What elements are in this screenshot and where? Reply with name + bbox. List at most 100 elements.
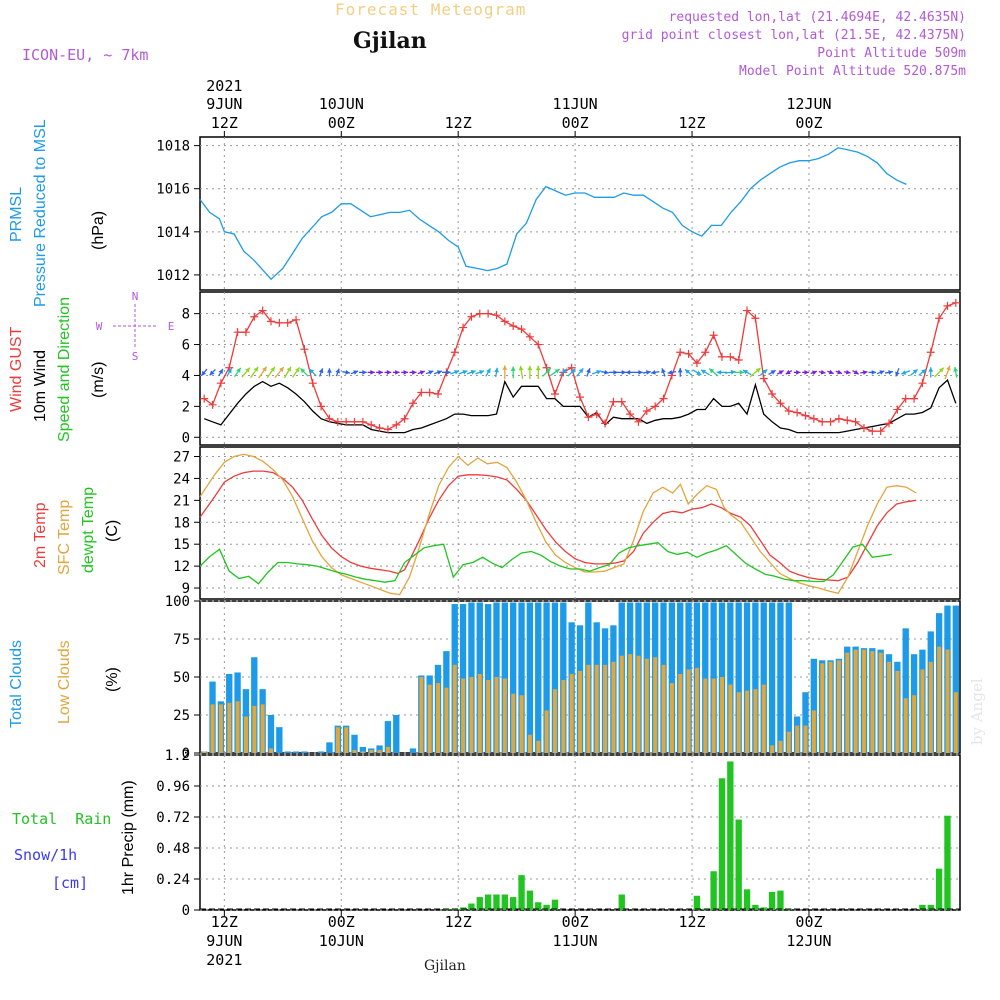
low-clouds-bar (218, 704, 223, 753)
low-clouds-bar (628, 654, 633, 753)
wind-direction-arrow (843, 369, 851, 375)
time-hour-label-bottom: 00Z (795, 913, 822, 931)
wind-direction-arrow (733, 369, 745, 375)
wind-gust-marker (425, 388, 434, 397)
rain-bar (727, 761, 734, 910)
time-date-label-top: 9JUN (206, 95, 242, 113)
low-clouds-bar (344, 727, 349, 753)
pressure-ytick-label: 1018 (156, 139, 190, 155)
wind-direction-arrow (634, 369, 643, 375)
wind-direction-arrow (708, 368, 719, 377)
low-clouds-bar (502, 678, 507, 753)
wind-ytick-label: 6 (182, 338, 190, 354)
wind-direction-arrow (342, 369, 351, 375)
wind-gust-marker (793, 408, 802, 417)
time-hour-label-top: 12Z (679, 114, 706, 132)
time-hour-label-bottom: 00Z (562, 913, 589, 931)
temp-ytick-label: 12 (173, 559, 190, 575)
wind-gust-marker (417, 388, 426, 397)
low-clouds-bar (903, 698, 908, 753)
wind-direction-arrow (384, 369, 392, 375)
wind-gust-marker (358, 417, 367, 426)
wind-gust-marker (601, 419, 610, 428)
wind-direction-arrow (785, 369, 793, 375)
total-clouds-bar (810, 658, 818, 753)
wind-gust-marker (759, 374, 768, 383)
rain-bar (535, 902, 542, 910)
total-clouds-bar (768, 602, 776, 753)
precip-ytick-label: 0.24 (156, 872, 190, 888)
wind-direction-arrow (475, 370, 485, 375)
wind-gust-marker (200, 394, 209, 403)
wind-gust-marker (375, 424, 384, 432)
wind-direction-arrow (433, 370, 443, 375)
wind-direction-arrow (335, 368, 340, 377)
time-year-label-bottom: 2021 (206, 951, 242, 969)
temp-2m-line (199, 470, 917, 582)
temp-ytick-label: 24 (173, 471, 190, 487)
wind-direction-arrow (768, 369, 776, 375)
total-clouds-bar (785, 602, 792, 753)
rain-bar (693, 895, 701, 910)
wind-direction-arrow (884, 370, 894, 375)
pressure-unit: (hPa) (90, 210, 107, 250)
wind-gust-marker (609, 397, 618, 406)
total-clouds-bar (393, 715, 400, 753)
low-clouds-bar (511, 693, 516, 753)
low-clouds-bar (235, 701, 240, 753)
low-clouds-bar (953, 692, 958, 753)
wind-direction-arrow (226, 368, 233, 377)
low-clouds-bar (436, 683, 441, 753)
precip-ytick-label: 0.48 (156, 841, 190, 857)
wind-gust-marker (434, 390, 443, 398)
total-clouds-bar (802, 692, 809, 753)
time-date-label-top: 12JUN (786, 95, 831, 113)
wind-direction-arrow (667, 369, 677, 375)
total-clouds-bar (518, 602, 525, 753)
time-hour-label-bottom: 00Z (328, 913, 355, 931)
wind-gust-marker (475, 309, 484, 318)
total-clouds-bar (560, 602, 567, 753)
wind-gust-marker (784, 407, 793, 415)
pressure-msl-label: Pressure Reduced to MSL (32, 119, 49, 307)
wind-direction-arrow (258, 366, 268, 379)
rain-bar (768, 891, 776, 910)
low-clouds-bar (210, 704, 215, 753)
temp-ytick-label: 9 (182, 581, 190, 597)
temp-unit: (C) (104, 519, 121, 542)
wind-direction-arrow (852, 369, 860, 375)
low-clouds-bar (728, 684, 733, 753)
wind-gust-marker (367, 420, 376, 429)
low-clouds-bar (486, 680, 491, 753)
point-altitude: Point Altitude 509m (817, 46, 966, 61)
wind-direction-arrow (542, 367, 552, 377)
wind-gust-marker (943, 301, 952, 310)
time-hour-label-top: 00Z (795, 114, 822, 132)
precip-ytick-label: 1.2 (165, 748, 190, 764)
wind-gust-marker (776, 399, 785, 408)
wind-direction-arrow (625, 369, 635, 375)
rain-bar (710, 871, 717, 910)
wind-gust-marker (642, 407, 651, 415)
low-clouds-bar (385, 746, 390, 753)
wind-direction-arrow (650, 369, 660, 375)
wind-gust-marker (383, 425, 392, 434)
low-clouds-bar (335, 727, 340, 753)
wind-direction-arrow (793, 369, 801, 375)
time-date-label-top: 10JUN (319, 95, 364, 113)
time-hour-label-top: 12Z (211, 114, 238, 132)
wind-direction-arrow (450, 370, 460, 375)
total-clouds-bar (251, 657, 258, 753)
wind-direction-arrow (549, 368, 561, 377)
wind-gust-marker (726, 352, 735, 361)
low-clouds-bar (569, 673, 574, 753)
wind-direction-arrow (266, 366, 276, 379)
wind-direction-arrow (661, 368, 666, 377)
rain-bar (718, 778, 726, 910)
wind-gust-marker (868, 427, 877, 436)
low-clouds-bar (369, 749, 374, 753)
wind-direction-arrow (283, 366, 292, 379)
rain-bar (526, 890, 534, 910)
low-clouds-bar (444, 687, 449, 753)
wind-gust-marker (492, 311, 501, 320)
